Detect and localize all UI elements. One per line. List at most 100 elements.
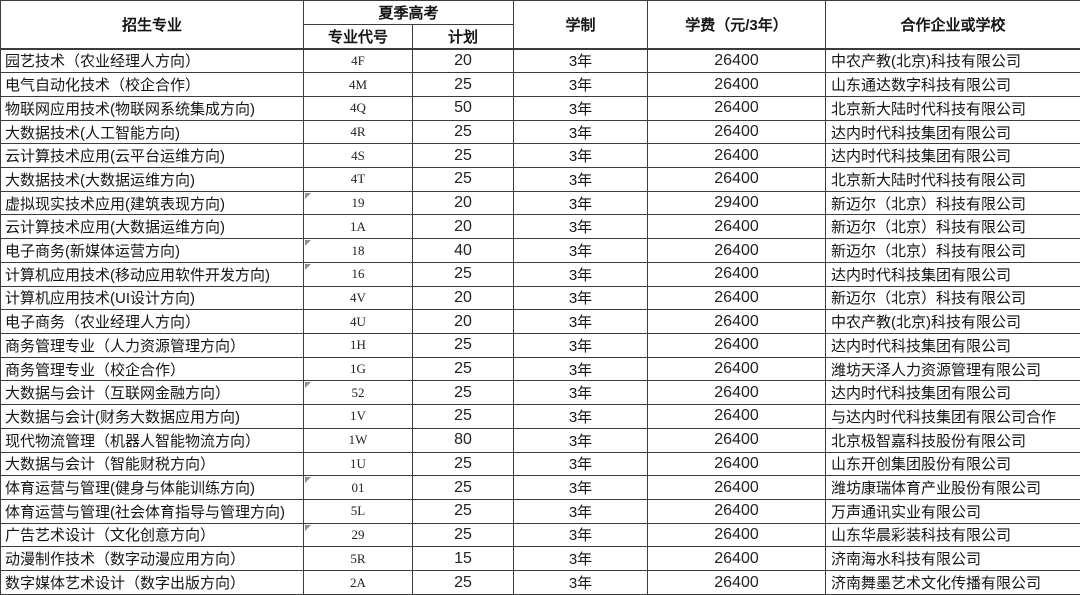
major-code-text: 4U — [350, 313, 366, 329]
major-code-text: 1U — [350, 455, 366, 471]
plan-cell: 25 — [411, 451, 515, 477]
tuition-cell: 26400 — [647, 380, 827, 406]
major-cell: 体育运营与管理(社会体育指导与管理方向) — [0, 498, 304, 524]
major-code-cell: 5R — [303, 546, 413, 572]
major-code-text: 5L — [350, 503, 366, 519]
partner-cell: 新迈尔（北京）科技有限公司 — [825, 238, 1080, 263]
years-cell: 3年 — [513, 332, 649, 358]
years-cell: 3年 — [513, 47, 649, 74]
years-cell: 3年 — [513, 190, 649, 216]
years-cell: 3年 — [513, 167, 649, 192]
plan-cell: 25 — [411, 356, 515, 382]
major-code-cell: 18 — [303, 238, 413, 263]
major-code-text: 1W — [348, 432, 368, 448]
major-code-text: 19 — [351, 195, 365, 211]
major-code-cell: 4S — [303, 143, 413, 169]
major-code-cell: 52 — [303, 380, 413, 406]
major-cell: 大数据与会计(财务大数据应用方向) — [0, 404, 304, 429]
partner-cell: 新迈尔（北京）科技有限公司 — [825, 214, 1080, 240]
major-code-text: 1H — [350, 337, 366, 353]
table-row: 云计算技术应用(云平台运维方向) 4S 25 3年 26400 达内时代科技集团… — [0, 143, 1080, 169]
major-code-text: 1A — [350, 218, 366, 234]
years-cell: 3年 — [513, 356, 649, 382]
major-code-cell: 4R — [303, 119, 413, 145]
partner-cell: 北京极智嘉科技股份有限公司 — [825, 427, 1080, 453]
plan-cell: 50 — [411, 95, 515, 121]
years-cell: 3年 — [513, 214, 649, 240]
plan-cell: 25 — [411, 143, 515, 169]
excel-flag-triangle-icon — [305, 192, 311, 199]
table-row: 商务管理专业（人力资源管理方向） 1H 25 3年 26400 达内时代科技集团… — [0, 332, 1080, 358]
tuition-cell: 26400 — [647, 427, 827, 453]
partner-cell: 北京新大陆时代科技有限公司 — [825, 95, 1080, 121]
table-header: 招生专业 夏季高考 学制 学费（元/3年） 合作企业或学校 专业代号 计划 — [0, 0, 1080, 50]
plan-cell: 80 — [411, 427, 515, 453]
plan-cell: 15 — [411, 546, 515, 572]
major-code-text: 52 — [351, 384, 365, 400]
table-row: 云计算技术应用(大数据运维方向) 1A 20 3年 26400 新迈尔（北京）科… — [0, 214, 1080, 240]
years-cell: 3年 — [513, 427, 649, 453]
years-cell: 3年 — [513, 119, 649, 145]
years-cell: 3年 — [513, 546, 649, 572]
plan-cell: 20 — [411, 285, 515, 311]
plan-cell: 20 — [411, 47, 515, 74]
major-code-cell: 4U — [303, 309, 413, 334]
partner-cell: 潍坊康瑞体育产业股份有限公司 — [825, 475, 1080, 500]
major-cell: 电子商务（农业经理人方向） — [0, 309, 304, 334]
major-cell: 商务管理专业（人力资源管理方向） — [0, 332, 304, 358]
years-cell: 3年 — [513, 570, 649, 595]
major-cell: 广告艺术设计（文化创意方向） — [0, 522, 304, 548]
major-cell: 电气自动化技术（校企合作） — [0, 72, 304, 97]
major-code-cell: 5L — [303, 498, 413, 524]
table-row: 大数据与会计（智能财税方向） 1U 25 3年 26400 山东开创集团股份有限… — [0, 451, 1080, 477]
major-code-text: 18 — [351, 242, 365, 258]
major-cell: 现代物流管理（机器人智能物流方向） — [0, 427, 304, 453]
major-code-cell: 4M — [303, 72, 413, 97]
table-row: 体育运营与管理(健身与体能训练方向) 01 25 3年 26400 潍坊康瑞体育… — [0, 475, 1080, 500]
tuition-cell: 26400 — [647, 475, 827, 500]
plan-cell: 25 — [411, 498, 515, 524]
major-code-text: 1V — [350, 408, 366, 424]
partner-cell: 潍坊天泽人力资源管理有限公司 — [825, 356, 1080, 382]
excel-flag-triangle-icon — [305, 477, 311, 484]
partner-cell: 达内时代科技集团有限公司 — [825, 119, 1080, 145]
tuition-cell: 26400 — [647, 214, 827, 240]
major-code-cell: 1W — [303, 427, 413, 453]
years-cell: 3年 — [513, 72, 649, 97]
major-code-text: 29 — [351, 526, 365, 542]
major-code-cell: 4Q — [303, 95, 413, 121]
major-code-text: 4T — [350, 171, 366, 187]
plan-cell: 20 — [411, 309, 515, 334]
major-cell: 大数据技术(人工智能方向) — [0, 119, 304, 145]
partner-cell: 达内时代科技集团有限公司 — [825, 261, 1080, 287]
major-code-cell: 2A — [303, 570, 413, 595]
major-cell: 电子商务(新媒体运营方向) — [0, 238, 304, 263]
plan-cell: 25 — [411, 72, 515, 97]
partner-cell: 山东开创集团股份有限公司 — [825, 451, 1080, 477]
table-row: 现代物流管理（机器人智能物流方向） 1W 80 3年 26400 北京极智嘉科技… — [0, 427, 1080, 453]
plan-cell: 25 — [411, 570, 515, 595]
table-row: 计算机应用技术(UI设计方向) 4V 20 3年 26400 新迈尔（北京）科技… — [0, 285, 1080, 311]
table-row: 大数据技术(人工智能方向) 4R 25 3年 26400 达内时代科技集团有限公… — [0, 119, 1080, 145]
major-code-text: 5R — [350, 550, 366, 566]
excel-flag-triangle-icon — [305, 524, 311, 531]
tuition-cell: 26400 — [647, 285, 827, 311]
major-code-cell: 19 — [303, 190, 413, 216]
excel-flag-triangle-icon — [305, 263, 311, 270]
partner-cell: 济南海水科技有限公司 — [825, 546, 1080, 572]
tuition-cell: 26400 — [647, 498, 827, 524]
major-code-text: 1G — [350, 361, 366, 377]
major-cell: 大数据技术(大数据运维方向) — [0, 167, 304, 192]
years-cell: 3年 — [513, 498, 649, 524]
major-code-cell: 01 — [303, 475, 413, 500]
plan-cell: 20 — [411, 214, 515, 240]
partner-cell: 山东华晨彩装科技有限公司 — [825, 522, 1080, 548]
tuition-cell: 26400 — [647, 143, 827, 169]
major-cell: 体育运营与管理(健身与体能训练方向) — [0, 475, 304, 500]
major-code-text: 4V — [350, 289, 366, 305]
major-cell: 大数据与会计（互联网金融方向） — [0, 380, 304, 406]
plan-cell: 25 — [411, 332, 515, 358]
table-row: 体育运营与管理(社会体育指导与管理方向) 5L 25 3年 26400 万声通讯… — [0, 498, 1080, 524]
major-cell: 计算机应用技术(UI设计方向) — [0, 285, 304, 311]
